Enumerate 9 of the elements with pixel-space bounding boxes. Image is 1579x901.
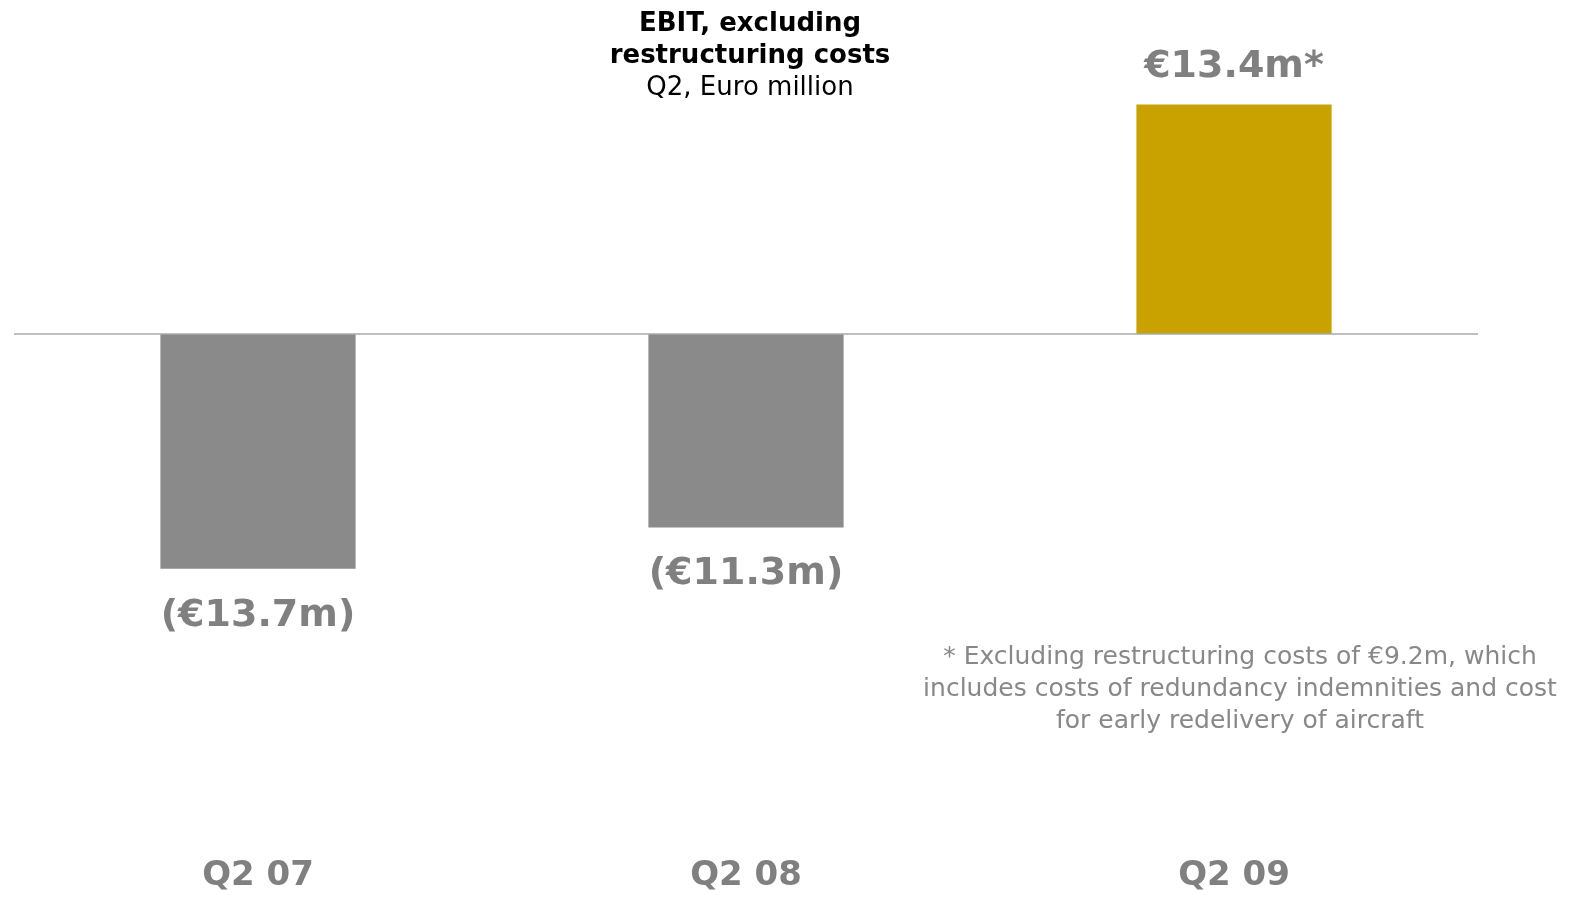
data-label: (€11.3m) <box>648 549 844 594</box>
x-tick-label: Q2 08 <box>690 852 802 893</box>
text: * Excluding restructuring costs of €9.2m, which includes costs of redundancy indemnities and cost for early redelivery of aircraft <box>922 640 1558 736</box>
chart-title: EBIT, excluding restructuring costs <box>608 6 892 70</box>
x-tick-label: Q2 07 <box>202 852 314 893</box>
chart-subtitle: Q2, Euro million <box>646 71 854 101</box>
data-label: €13.4m* <box>1143 42 1324 87</box>
data-label: (€13.7m) <box>160 590 356 635</box>
x-tick-label: Q2 09 <box>1178 852 1290 893</box>
